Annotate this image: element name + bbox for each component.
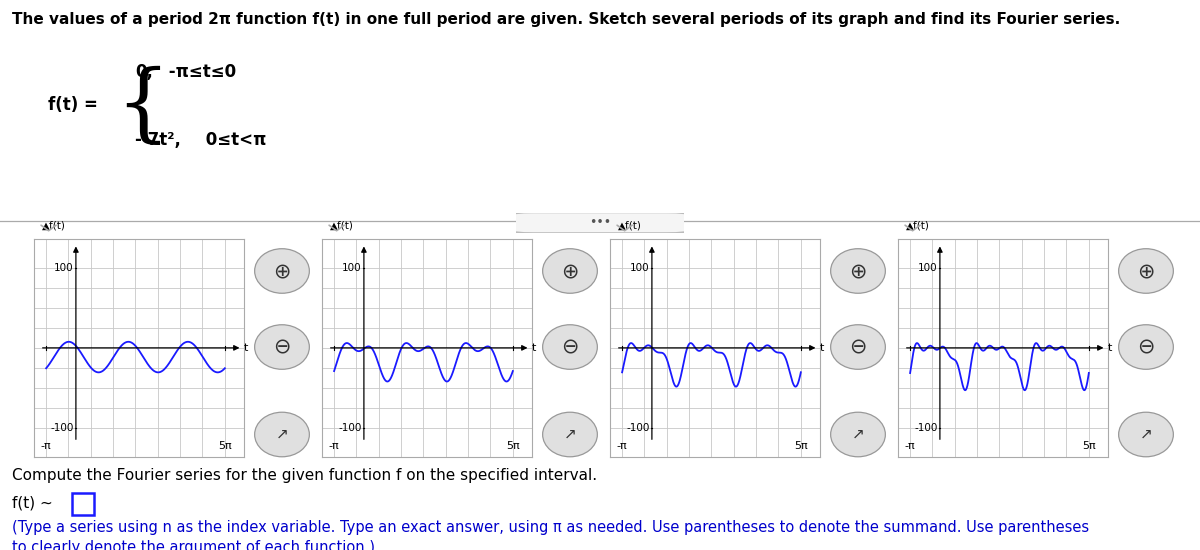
Text: t: t [1109, 343, 1112, 353]
Text: ↗: ↗ [852, 427, 864, 442]
Text: to clearly denote the argument of each function.): to clearly denote the argument of each f… [12, 540, 374, 550]
Text: t: t [245, 343, 248, 353]
Text: Compute the Fourier series for the given function f on the specified interval.: Compute the Fourier series for the given… [12, 468, 598, 483]
Text: -100: -100 [914, 423, 938, 433]
Text: f(t) =: f(t) = [48, 96, 98, 114]
Text: 5π: 5π [506, 441, 520, 450]
Text: -π: -π [617, 441, 628, 450]
Ellipse shape [542, 249, 598, 293]
FancyBboxPatch shape [72, 493, 94, 515]
Text: ▲f(t): ▲f(t) [42, 221, 66, 230]
Text: ⊕: ⊕ [562, 261, 578, 281]
Text: ↗: ↗ [1140, 427, 1152, 442]
Text: t: t [533, 343, 536, 353]
Ellipse shape [254, 324, 310, 369]
Text: {: { [115, 65, 170, 148]
Text: 0≤t<π: 0≤t<π [200, 131, 266, 149]
Text: 5π: 5π [218, 441, 232, 450]
Text: ⊖: ⊖ [1138, 337, 1154, 357]
Text: ⊕: ⊕ [850, 261, 866, 281]
Text: ▲f(t): ▲f(t) [330, 221, 354, 230]
Ellipse shape [830, 324, 886, 369]
Text: 0,: 0, [134, 63, 152, 81]
Text: - 7t²,: - 7t², [134, 131, 181, 149]
FancyBboxPatch shape [512, 212, 688, 233]
Ellipse shape [1118, 249, 1174, 293]
Text: 100: 100 [918, 263, 938, 273]
Text: 100: 100 [54, 263, 74, 273]
Text: 5π: 5π [1082, 441, 1096, 450]
Text: 100: 100 [342, 263, 362, 273]
Ellipse shape [830, 412, 886, 456]
Text: The values of a period 2π function f(t) in one full period are given. Sketch sev: The values of a period 2π function f(t) … [12, 12, 1121, 27]
Text: ⊖: ⊖ [850, 337, 866, 357]
Text: ⊖: ⊖ [562, 337, 578, 357]
Text: -π: -π [905, 441, 916, 450]
Ellipse shape [254, 412, 310, 456]
Ellipse shape [254, 249, 310, 293]
Text: ⊕: ⊕ [1138, 261, 1154, 281]
Text: f(t) ~: f(t) ~ [12, 495, 53, 510]
Text: •••: ••• [589, 216, 611, 229]
Text: -π: -π [329, 441, 340, 450]
Text: -100: -100 [338, 423, 362, 433]
Text: 100: 100 [630, 263, 650, 273]
Text: -π≤t≤0: -π≤t≤0 [163, 63, 236, 81]
Ellipse shape [542, 412, 598, 456]
Text: -π: -π [41, 441, 52, 450]
Ellipse shape [542, 324, 598, 369]
Ellipse shape [1118, 324, 1174, 369]
Text: (Type a series using n as the index variable. Type an exact answer, using π as n: (Type a series using n as the index vari… [12, 520, 1090, 535]
Text: -100: -100 [626, 423, 650, 433]
Ellipse shape [1118, 412, 1174, 456]
Text: ↗: ↗ [276, 427, 288, 442]
Text: 5π: 5π [794, 441, 808, 450]
Text: ↗: ↗ [564, 427, 576, 442]
Ellipse shape [830, 249, 886, 293]
Text: ⊖: ⊖ [274, 337, 290, 357]
Text: ▲f(t): ▲f(t) [906, 221, 930, 230]
Text: t: t [821, 343, 824, 353]
Text: ⊕: ⊕ [274, 261, 290, 281]
Text: -100: -100 [50, 423, 74, 433]
Text: ▲f(t): ▲f(t) [618, 221, 642, 230]
